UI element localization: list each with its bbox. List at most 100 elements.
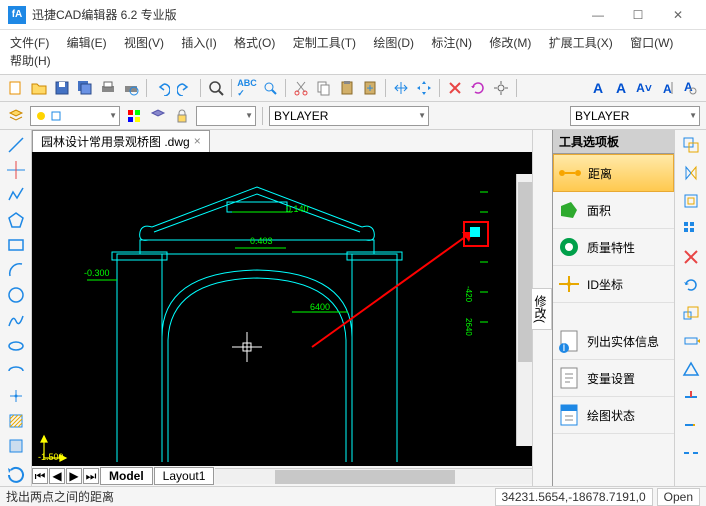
layout-tab[interactable]: Layout1: [154, 467, 215, 485]
model-tab[interactable]: Model: [100, 467, 153, 485]
menu-help[interactable]: 帮助(H): [10, 54, 51, 68]
color-box-icon[interactable]: [124, 106, 144, 126]
mirror-icon[interactable]: [680, 162, 702, 184]
tab-nav-prev[interactable]: ◀: [49, 468, 65, 484]
extend-icon[interactable]: [680, 414, 702, 436]
save-icon[interactable]: [52, 78, 72, 98]
spline-icon[interactable]: [5, 310, 27, 331]
menu-insert[interactable]: 插入(I): [181, 36, 216, 50]
menu-format[interactable]: 格式(O): [234, 36, 275, 50]
print-preview-icon[interactable]: [121, 78, 141, 98]
scale-icon[interactable]: [680, 302, 702, 324]
paste-special-icon[interactable]: +: [360, 78, 380, 98]
text-a3-icon[interactable]: A˅: [634, 78, 654, 98]
layer-manager-icon[interactable]: [6, 106, 26, 126]
circle-icon[interactable]: [5, 285, 27, 306]
menu-dim[interactable]: 标注(N): [431, 36, 472, 50]
maximize-button[interactable]: ☐: [618, 0, 658, 30]
ellipse-arc-icon[interactable]: [5, 360, 27, 381]
menu-view[interactable]: 视图(V): [124, 36, 164, 50]
tab-nav-first[interactable]: ⏮: [32, 468, 48, 484]
menu-ext[interactable]: 扩展工具(X): [549, 36, 613, 50]
break-icon[interactable]: [680, 442, 702, 464]
linetype-bylayer[interactable]: BYLAYER: [269, 106, 429, 126]
tab-nav-next[interactable]: ▶: [66, 468, 82, 484]
undo-icon[interactable]: [152, 78, 172, 98]
status-tool[interactable]: 绘图状态: [553, 397, 674, 434]
paste-icon[interactable]: [337, 78, 357, 98]
polygon-icon[interactable]: [5, 209, 27, 230]
line-icon[interactable]: [5, 134, 27, 155]
tab-close-icon[interactable]: ×: [194, 134, 201, 148]
text-search-icon[interactable]: A: [680, 78, 700, 98]
saveall-icon[interactable]: [75, 78, 95, 98]
reset-icon[interactable]: [5, 465, 27, 486]
offset-icon[interactable]: [680, 190, 702, 212]
layer-dropdown[interactable]: [30, 106, 120, 126]
area-tool[interactable]: 面积: [553, 192, 674, 229]
svg-text:A: A: [684, 80, 693, 94]
arc-icon[interactable]: [5, 260, 27, 281]
redo-icon[interactable]: [175, 78, 195, 98]
point-icon[interactable]: [5, 385, 27, 406]
print-icon[interactable]: [98, 78, 118, 98]
status-mode[interactable]: Open: [657, 488, 700, 506]
drawing-canvas[interactable]: 0.140 6400 0.403 -0.300 -1.500 -420 2640: [32, 152, 532, 466]
status-hint: 找出两点之间的距离: [6, 488, 114, 505]
cut-icon[interactable]: [291, 78, 311, 98]
minimize-button[interactable]: —: [578, 0, 618, 30]
lineweight-bylayer[interactable]: BYLAYER: [570, 106, 700, 126]
new-icon[interactable]: [6, 78, 26, 98]
copy-icon[interactable]: [314, 78, 334, 98]
rotate-icon[interactable]: [680, 274, 702, 296]
text-height-icon[interactable]: A: [657, 78, 677, 98]
menu-window[interactable]: 窗口(W): [630, 36, 673, 50]
menu-edit[interactable]: 编辑(E): [67, 36, 107, 50]
list-tool[interactable]: i 列出实体信息: [553, 323, 674, 360]
setvar-tool[interactable]: 变量设置: [553, 360, 674, 397]
menu-draw[interactable]: 绘图(D): [373, 36, 414, 50]
layer-state-dropdown[interactable]: [196, 106, 256, 126]
find-icon[interactable]: [260, 78, 280, 98]
stretch-icon[interactable]: [680, 330, 702, 352]
array-icon[interactable]: [680, 218, 702, 240]
move-icon[interactable]: [414, 78, 434, 98]
settings-icon[interactable]: [491, 78, 511, 98]
vtab-modify[interactable]: 修改(: [529, 288, 552, 330]
menu-file[interactable]: 文件(F): [10, 36, 49, 50]
hatch-icon[interactable]: [5, 411, 27, 432]
id-tool[interactable]: ID坐标: [553, 266, 674, 303]
region-icon[interactable]: [5, 436, 27, 457]
main-toolbar: ABC✓ + A A A˅ A A: [0, 74, 706, 102]
ellipse-icon[interactable]: [5, 335, 27, 356]
draw-toolbar: [0, 130, 32, 486]
rectangle-icon[interactable]: [5, 235, 27, 256]
massprops-tool[interactable]: 质量特性: [553, 229, 674, 266]
triangle-icon[interactable]: [680, 358, 702, 380]
erase-icon[interactable]: [680, 246, 702, 268]
close-button[interactable]: ✕: [658, 0, 698, 30]
distance-tool[interactable]: 距离: [553, 154, 674, 192]
pan-icon[interactable]: [391, 78, 411, 98]
xline-icon[interactable]: [5, 159, 27, 180]
tab-nav-last[interactable]: ⏭: [83, 468, 99, 484]
text-a2-icon[interactable]: A: [611, 78, 631, 98]
setvar-icon: [557, 366, 581, 390]
scrollbar-vertical[interactable]: [516, 174, 532, 446]
bylayer-label-2: BYLAYER: [575, 109, 629, 123]
trim-icon[interactable]: [680, 386, 702, 408]
spell-icon[interactable]: ABC✓: [237, 78, 257, 98]
polyline-icon[interactable]: [5, 184, 27, 205]
scrollbar-horizontal[interactable]: [215, 468, 532, 484]
open-icon[interactable]: [29, 78, 49, 98]
refresh-icon[interactable]: [468, 78, 488, 98]
layer-prev-icon[interactable]: [148, 106, 168, 126]
menu-tools[interactable]: 定制工具(T): [293, 36, 356, 50]
magnify-icon[interactable]: [206, 78, 226, 98]
menu-modify[interactable]: 修改(M): [489, 36, 531, 50]
copy-obj-icon[interactable]: [680, 134, 702, 156]
layer-lock-icon[interactable]: [172, 106, 192, 126]
text-a1-icon[interactable]: A: [588, 78, 608, 98]
document-tab[interactable]: 园林设计常用景观桥图 .dwg ×: [32, 130, 210, 153]
delete-x-icon[interactable]: [445, 78, 465, 98]
